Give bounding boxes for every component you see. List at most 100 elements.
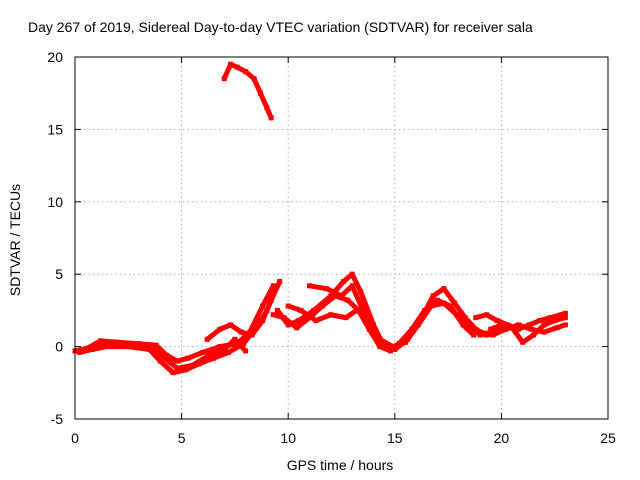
data-point [189,362,195,368]
data-point [390,344,396,350]
data-point [164,352,170,358]
series-prn-k [477,322,568,338]
data-point [200,349,206,355]
data-point [515,326,521,332]
data-point [509,325,515,331]
data-point [240,341,246,347]
data-point [132,342,138,348]
y-tick-label: 15 [47,121,63,137]
data-point [110,339,116,345]
data-point [217,326,223,332]
data-point [541,322,547,328]
data-point [515,322,521,328]
data-point [434,297,440,303]
data-point [339,293,344,299]
data-point [483,312,489,318]
series-prn-e [204,278,283,342]
data-point [526,322,532,328]
data-point [520,339,526,345]
data-point [270,312,276,318]
data-point [249,332,255,338]
series-line [307,283,381,342]
data-point [428,303,434,309]
data-point [157,358,163,364]
y-tick-label: -5 [51,411,64,427]
data-point [473,315,479,321]
data-point [422,307,428,313]
data-point [343,315,349,321]
data-point [285,303,291,309]
y-tick-label: 10 [47,194,63,210]
data-point [170,370,176,376]
series-prn-a [221,61,274,121]
data-point [477,332,483,338]
series-prn-i [307,283,381,342]
data-point [552,318,558,324]
series-prn-h [285,300,504,350]
data-point [174,365,180,371]
data-point [275,307,281,313]
data-point [554,325,560,331]
data-point [441,300,447,306]
data-point [296,318,302,324]
data-point [562,315,568,321]
data-point [183,367,189,373]
series-prn-d [83,336,249,371]
data-point [415,322,421,328]
data-point [89,346,95,352]
data-point [345,297,351,303]
data-point [281,315,287,321]
data-point [217,344,223,350]
data-point [460,322,466,328]
data-point [98,338,104,344]
data-point [530,332,536,338]
data-point [221,346,227,352]
x-axis-label: GPS time / hours [287,457,394,473]
data-point [251,76,257,82]
data-point [537,318,543,324]
x-tick-label: 0 [71,430,79,446]
data-point [528,326,534,332]
data-point [462,315,468,321]
data-point [409,326,415,332]
data-point [226,349,232,355]
data-point [498,322,504,328]
data-point [324,286,330,292]
data-series [72,61,568,376]
data-point [307,283,313,289]
data-point [149,345,155,351]
data-point [270,283,276,289]
data-point [264,105,270,111]
data-point [185,355,191,361]
data-point [451,300,457,306]
data-point [162,355,168,361]
data-point [234,64,240,70]
data-point [221,76,227,82]
data-point [243,348,249,354]
data-point [298,307,304,313]
data-point [558,312,564,318]
y-tick-label: 5 [55,266,63,282]
data-point [328,312,334,318]
x-tick-label: 5 [178,430,186,446]
data-point [268,297,274,303]
data-point [402,339,408,345]
data-point [211,355,217,361]
data-point [503,326,509,332]
data-point [377,344,383,350]
data-point [366,326,372,332]
data-point [375,336,381,342]
data-point [104,344,110,350]
y-tick-label: 20 [47,49,63,65]
data-point [466,322,472,328]
data-point [313,318,319,324]
data-point [228,322,234,328]
data-point [268,115,274,121]
data-point [328,293,334,299]
data-point [294,325,300,331]
data-point [358,289,364,295]
data-point [332,293,338,299]
data-point [257,90,263,96]
data-point [477,329,483,335]
